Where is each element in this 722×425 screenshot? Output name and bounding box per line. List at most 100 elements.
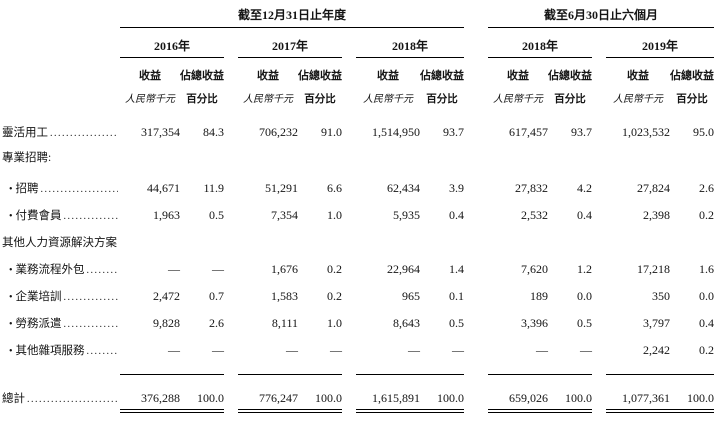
revenue-value: 1,583 [271, 289, 298, 303]
table-row-labor-dispatch: •勞務派遣 9,828 2.6 8,111 1.0 8,643 0.5 3,39… [0, 315, 722, 342]
year-2019-interim: 2019年 [606, 37, 714, 58]
share-unit: 百分比 [676, 94, 708, 105]
revenue-unit: 人民幣千元 [363, 94, 413, 105]
subtotal-rule [0, 374, 722, 377]
percent-value: 100.0 [315, 391, 342, 405]
revenue-value: 5,935 [393, 208, 420, 222]
year-2018: 2018年 [356, 37, 464, 58]
revenue-value: — [286, 343, 298, 357]
percent-value: 0.4 [577, 208, 592, 222]
percent-value: 1.0 [327, 208, 342, 222]
dot-leader [64, 291, 118, 303]
revenue-header: 收益 [257, 70, 279, 82]
total-double-rule [0, 409, 722, 413]
revenue-value: 617,457 [509, 125, 548, 139]
percent-value: 0.5 [449, 316, 464, 330]
year-2016: 2016年 [120, 37, 224, 58]
revenue-value: 317,354 [141, 125, 180, 139]
revenue-value: 7,354 [271, 208, 298, 222]
revenue-value: — [168, 262, 180, 276]
revenue-value: — [408, 343, 420, 357]
share-header: 佔總收益 [548, 70, 592, 82]
percent-value: 0.0 [577, 289, 592, 303]
percent-value: 100.0 [197, 391, 224, 405]
percent-value: — [452, 343, 464, 357]
percent-value: 0.4 [699, 316, 714, 330]
year-2018-interim: 2018年 [488, 37, 592, 58]
revenue-value: 8,643 [393, 316, 420, 330]
row-label: 靈活用工 [2, 127, 48, 139]
share-unit: 百分比 [186, 94, 218, 105]
column-header-row: 收益 佔總收益 收益 佔總收益 收益 佔總收益 收益 佔總收益 收益 佔總收益 [0, 67, 722, 83]
revenue-value: 3,396 [521, 316, 548, 330]
table-body: 靈活用工 317,354 84.3 706,232 91.0 1,514,950… [0, 124, 722, 413]
table-row-bpo: •業務流程外包 — — 1,676 0.2 22,964 1.4 7,620 1… [0, 261, 722, 288]
percent-value: 0.5 [577, 316, 592, 330]
percent-value: 100.0 [687, 391, 714, 405]
year-2017: 2017年 [238, 37, 342, 58]
revenue-value: 9,828 [153, 316, 180, 330]
dot-leader [64, 210, 118, 222]
year-header-row: 2016年 2017年 2018年 2018年 2019年 [0, 37, 722, 58]
revenue-value: 659,026 [509, 391, 548, 405]
share-unit: 百分比 [426, 94, 458, 105]
revenue-value: 776,247 [259, 391, 298, 405]
revenue-value: 1,023,532 [622, 125, 670, 139]
row-label: 企業培訓 [15, 291, 62, 303]
percent-value: 0.4 [449, 208, 464, 222]
share-unit: 百分比 [554, 94, 586, 105]
percent-value: 2.6 [209, 316, 224, 330]
table-row-other-hr-solutions-section: 其他人力資源解決方案 [0, 234, 722, 261]
revenue-value: 2,398 [643, 208, 670, 222]
percent-value: 0.2 [327, 289, 342, 303]
row-label: 總計 [2, 393, 25, 405]
revenue-value: 376,288 [141, 391, 180, 405]
row-label: 付費會員 [15, 210, 62, 222]
percent-value: 1.0 [327, 316, 342, 330]
dot-leader [27, 393, 118, 405]
revenue-unit: 人民幣千元 [243, 94, 293, 105]
share-unit: 百分比 [304, 94, 336, 105]
revenue-value: 350 [652, 289, 670, 303]
table-row-corporate-training: •企業培訓 2,472 0.7 1,583 0.2 965 0.1 189 0.… [0, 288, 722, 315]
revenue-value: 7,620 [521, 262, 548, 276]
revenue-value: 44,671 [147, 181, 180, 195]
period-group-year-ended: 截至12月31日止年度 [120, 6, 464, 28]
percent-value: 11.9 [203, 181, 224, 195]
percent-value: 0.7 [209, 289, 224, 303]
dot-leader [50, 127, 118, 139]
revenue-value: 1,963 [153, 208, 180, 222]
table-row-flexible-staffing: 靈活用工 317,354 84.3 706,232 91.0 1,514,950… [0, 124, 722, 149]
revenue-value: 27,832 [515, 181, 548, 195]
revenue-header: 收益 [139, 70, 161, 82]
row-label: 專業招聘: [2, 152, 52, 164]
revenue-value: 1,514,950 [372, 125, 420, 139]
revenue-value: 27,824 [637, 181, 670, 195]
revenue-header: 收益 [507, 70, 529, 82]
bullet-icon: • [9, 319, 13, 330]
dot-leader [41, 183, 118, 195]
dot-leader [64, 318, 118, 330]
percent-value: — [580, 343, 592, 357]
percent-value: 0.2 [327, 262, 342, 276]
bullet-icon: • [9, 346, 13, 357]
percent-value: 4.2 [577, 181, 592, 195]
revenue-value: 8,111 [271, 316, 298, 330]
revenue-value: 189 [530, 289, 548, 303]
bullet-icon: • [9, 292, 13, 303]
revenue-unit: 人民幣千元 [493, 94, 543, 105]
percent-value: 91.0 [321, 125, 342, 139]
percent-value: 1.6 [699, 262, 714, 276]
revenue-value: 965 [402, 289, 420, 303]
table-row-recruitment: •招聘 44,671 11.9 51,291 6.6 62,434 3.9 27… [0, 180, 722, 207]
percent-value: 100.0 [565, 391, 592, 405]
share-header: 佔總收益 [420, 70, 464, 82]
period-group-six-months: 截至6月30日止六個月 [488, 6, 714, 28]
percent-value: 6.6 [327, 181, 342, 195]
row-label: 勞務派遣 [15, 318, 62, 330]
revenue-value: 2,472 [153, 289, 180, 303]
revenue-value: — [168, 343, 180, 357]
percent-value: 0.2 [699, 208, 714, 222]
revenue-value: 62,434 [387, 181, 420, 195]
